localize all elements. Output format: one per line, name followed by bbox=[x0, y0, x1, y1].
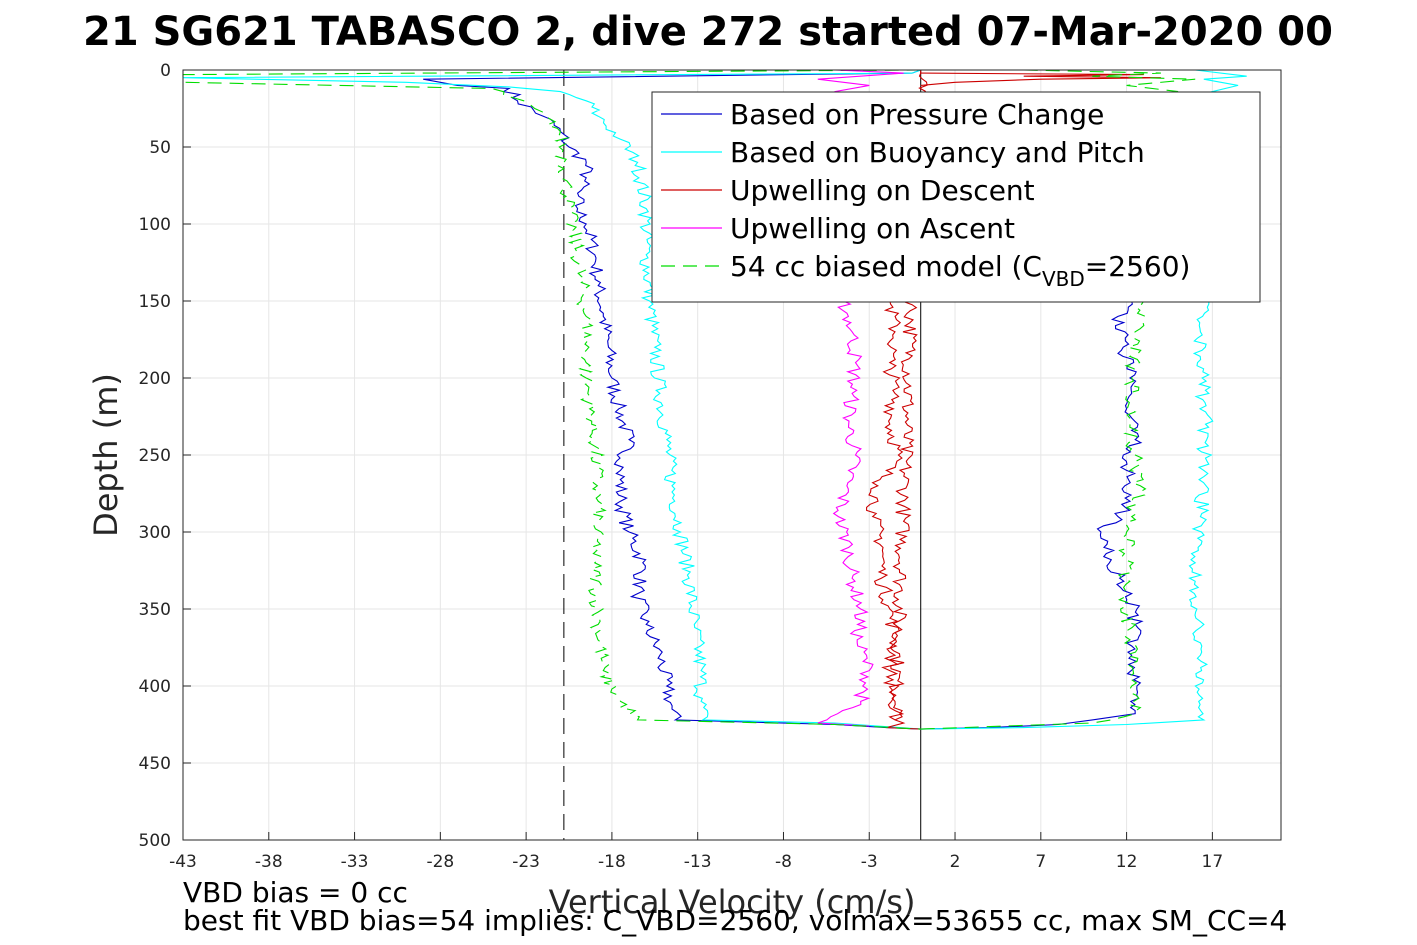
series-line-buoyancy_ascent bbox=[920, 300, 1214, 730]
footnote-best-fit: best fit VBD bias=54 implies: C_VBD=2560… bbox=[183, 904, 1287, 937]
y-tick-label: 400 bbox=[139, 677, 171, 697]
x-tick-label: -33 bbox=[341, 852, 369, 872]
series-layer bbox=[182, 69, 1247, 730]
y-tick-label: 350 bbox=[139, 600, 171, 620]
x-axis-label: Vertical Velocity (cm/s) bbox=[549, 883, 916, 921]
series-line-upwelling_ascent bbox=[817, 300, 874, 727]
y-tick-label: 300 bbox=[139, 523, 171, 543]
legend-box bbox=[651, 91, 1261, 303]
series-line-buoyancy_descent bbox=[182, 69, 921, 730]
series-line-pressure_ascent bbox=[920, 300, 1144, 730]
legend: Based on Pressure Change Based on Buoyanc… bbox=[651, 91, 1261, 303]
y-tick-label: 150 bbox=[139, 292, 171, 312]
x-tick-label: 17 bbox=[1202, 852, 1224, 872]
footnote-vbd-bias: VBD bias = 0 cc bbox=[183, 876, 408, 909]
y-tick-labels: 0 50 100 150 200 250 300 350 400 450 500 bbox=[139, 61, 171, 851]
y-tick-label: 0 bbox=[160, 61, 171, 81]
x-tick-label: 2 bbox=[950, 852, 961, 872]
y-tick-label: 200 bbox=[139, 369, 171, 389]
x-tick-label: -28 bbox=[426, 852, 454, 872]
x-tick-label: -43 bbox=[169, 852, 197, 872]
series-line-pressure_descent bbox=[423, 69, 921, 730]
x-tick-labels: -43 -38 -33 -28 -23 -18 -13 -8 -3 2 7 12 17 bbox=[169, 852, 1223, 872]
legend-entry: Based on Pressure Change bbox=[730, 98, 1104, 131]
y-tick-label: 450 bbox=[139, 754, 171, 774]
y-tick-label: 100 bbox=[139, 215, 171, 235]
series-line-model_ascent bbox=[920, 300, 1147, 730]
legend-entry: Upwelling on Ascent bbox=[730, 212, 1015, 245]
x-tick-label: -23 bbox=[512, 852, 540, 872]
y-tick-label: 50 bbox=[149, 138, 171, 158]
series-line-surface_spikes_green bbox=[1023, 69, 1196, 93]
x-tick-label: 12 bbox=[1116, 852, 1138, 872]
y-tick-label: 500 bbox=[139, 831, 171, 851]
x-tick-label: 7 bbox=[1035, 852, 1046, 872]
series-line-upwelling_descent_b bbox=[866, 300, 904, 721]
y-tick-label: 250 bbox=[139, 446, 171, 466]
x-tick-label: -18 bbox=[598, 852, 626, 872]
legend-entry: Upwelling on Descent bbox=[730, 174, 1035, 207]
plot-frame bbox=[182, 69, 1282, 841]
y-axis-label: Depth (m) bbox=[87, 373, 125, 537]
chart-title: 21 SG621 TABASCO 2, dive 272 started 07-… bbox=[83, 9, 1333, 55]
legend-entry: Based on Buoyancy and Pitch bbox=[730, 136, 1145, 169]
x-tick-label: -8 bbox=[775, 852, 792, 872]
x-tick-label: -3 bbox=[861, 852, 878, 872]
legend-entry: 54 cc biased model (CVBD=2560) bbox=[730, 250, 1190, 291]
x-tick-label: -13 bbox=[684, 852, 712, 872]
x-tick-label: -38 bbox=[255, 852, 283, 872]
